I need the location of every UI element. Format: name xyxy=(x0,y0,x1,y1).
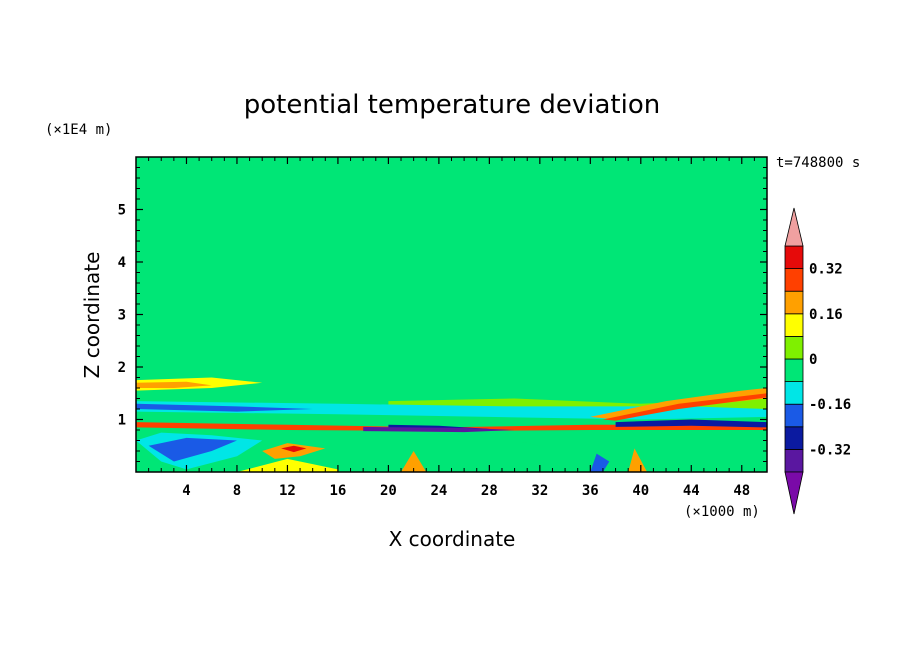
contour-regions xyxy=(136,157,767,472)
contour-region xyxy=(136,246,767,320)
chart-title: potential temperature deviation xyxy=(244,90,660,120)
x-axis-ticks: 4 8 12 16 20 24 28 32 36 40 44 48 xyxy=(148,157,755,499)
colorbar-bin xyxy=(784,313,804,337)
contour-region xyxy=(602,393,767,421)
y-tick-label: 3 xyxy=(118,308,126,324)
colorbar-bin xyxy=(784,245,804,270)
colorbar-label: 0 xyxy=(809,352,817,368)
contour-region xyxy=(628,448,648,472)
x-tick-label: 32 xyxy=(531,483,548,499)
contour-region xyxy=(363,426,515,433)
x-tick-label: 4 xyxy=(182,483,190,499)
y-tick-label: 2 xyxy=(118,360,126,376)
time-label: t=748800 s xyxy=(776,155,860,171)
colorbar-bin xyxy=(784,448,804,473)
contour-region xyxy=(590,388,767,420)
colorbar-extend-max xyxy=(784,207,804,247)
x-axis-unit: (×1000 m) xyxy=(684,504,760,520)
x-tick-label: 40 xyxy=(632,483,649,499)
colorbar-bin xyxy=(784,268,804,292)
y-axis-ticks: 1 2 3 4 5 xyxy=(118,167,767,462)
x-tick-label: 8 xyxy=(233,483,241,499)
contour-region xyxy=(136,157,767,215)
colorbar-label: -0.16 xyxy=(809,397,851,413)
contour-region xyxy=(281,445,307,453)
y-axis-unit: (×1E4 m) xyxy=(45,122,112,138)
colorbar-bin xyxy=(784,358,804,383)
plot-area xyxy=(135,156,768,473)
contour-region xyxy=(148,437,237,462)
y-tick-label: 1 xyxy=(118,413,126,429)
x-tick-label: 36 xyxy=(582,483,599,499)
x-tick-label: 44 xyxy=(683,483,700,499)
contour-region xyxy=(590,453,610,472)
x-tick-label: 48 xyxy=(733,483,750,499)
colorbar-extend-min xyxy=(784,471,804,515)
colorbar-bin xyxy=(784,290,804,315)
colorbar-bin xyxy=(784,403,804,428)
colorbar-label: -0.32 xyxy=(809,442,851,458)
x-axis-label: X coordinate xyxy=(389,527,516,551)
colorbar-label: 0.32 xyxy=(809,262,843,278)
y-axis-label: Z coordinate xyxy=(80,252,104,379)
colorbar-label: 0.16 xyxy=(809,307,843,323)
contour-region xyxy=(136,422,767,432)
y-tick-label: 5 xyxy=(118,203,126,219)
x-tick-label: 20 xyxy=(380,483,397,499)
contour-region xyxy=(615,419,767,428)
colorbar-bin xyxy=(784,381,804,405)
x-tick-label: 12 xyxy=(279,483,296,499)
colorbar-bin xyxy=(784,426,804,450)
contour-region xyxy=(136,340,767,388)
colorbar: 0.32 0.16 0 -0.16 -0.32 xyxy=(784,207,851,515)
contour-region xyxy=(401,451,427,472)
contour-region xyxy=(136,381,212,388)
colorbar-bin xyxy=(784,335,804,360)
x-tick-label: 16 xyxy=(329,483,346,499)
y-tick-label: 4 xyxy=(118,255,126,271)
x-tick-label: 28 xyxy=(481,483,498,499)
contour-region xyxy=(136,403,313,412)
x-tick-label: 24 xyxy=(430,483,447,499)
